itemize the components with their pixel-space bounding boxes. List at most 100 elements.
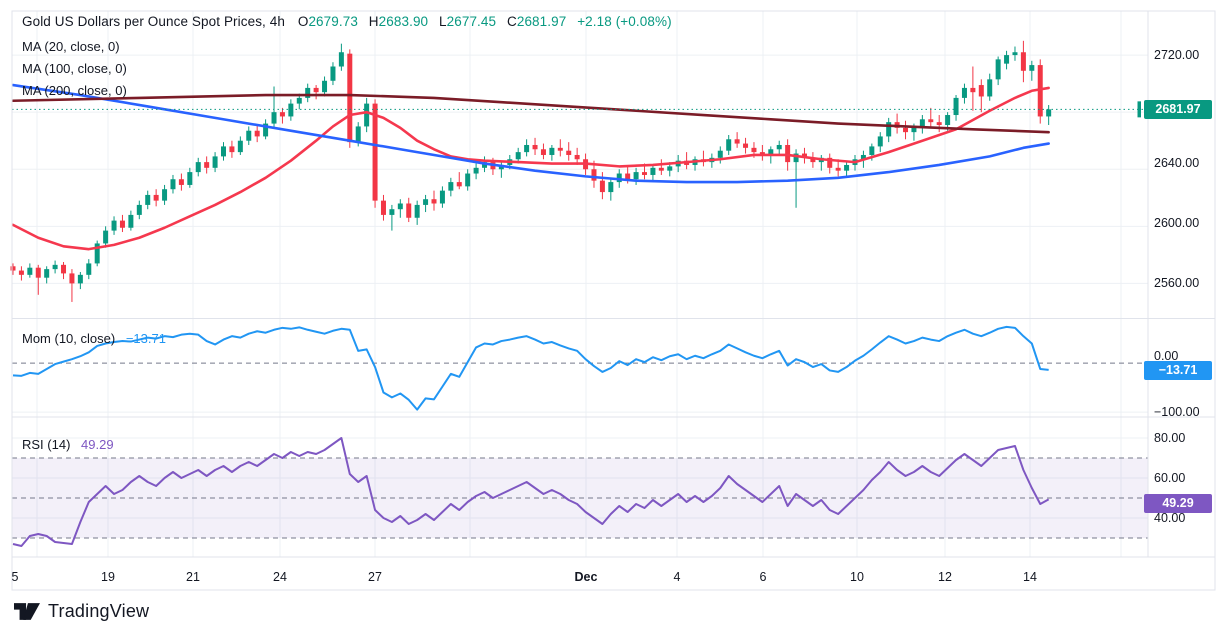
- candle-body: [423, 199, 429, 205]
- candle-body: [271, 112, 277, 124]
- time-tick: 6: [759, 570, 767, 584]
- candle-body: [961, 87, 967, 98]
- candle-body: [103, 230, 109, 244]
- ma100-legend[interactable]: MA (100, close, 0): [22, 61, 127, 76]
- candle-body: [1004, 55, 1010, 64]
- candle-body: [903, 127, 909, 133]
- candle-body: [945, 115, 951, 126]
- candle-body: [540, 149, 546, 155]
- candle-body: [827, 157, 833, 168]
- open-label: O: [297, 14, 309, 29]
- candle-body: [364, 103, 370, 127]
- candle-body: [448, 182, 454, 191]
- candle-body: [69, 273, 75, 284]
- time-tick-month: Dec: [574, 570, 598, 584]
- candle-body: [953, 97, 959, 116]
- candle-body: [608, 182, 614, 193]
- candle-body: [153, 194, 159, 201]
- tradingview-wordmark: TradingView: [48, 601, 150, 621]
- candle-body: [136, 204, 142, 215]
- momentum-badge: −13.71: [1144, 361, 1212, 380]
- candle-body: [52, 264, 58, 270]
- candle-body: [717, 150, 723, 158]
- time-tick: 27: [368, 570, 382, 584]
- time-tick: 21: [186, 570, 200, 584]
- price-tick-2720: 2720.00: [1154, 48, 1200, 62]
- candle-body: [313, 87, 319, 93]
- candle-body: [322, 80, 328, 93]
- candle-body: [793, 153, 799, 163]
- candle-body: [625, 173, 631, 180]
- candle-body: [406, 203, 412, 218]
- tradingview-logo[interactable]: TradingView: [14, 601, 149, 622]
- time-tick: 5: [11, 570, 19, 584]
- chart-frame: [11, 10, 1216, 591]
- candle-body: [77, 274, 83, 284]
- candle-body: [229, 146, 235, 153]
- candle-body: [591, 169, 597, 181]
- time-tick: 14: [1023, 570, 1037, 584]
- candle-body: [35, 267, 41, 278]
- candle-body: [482, 162, 488, 168]
- momentum-value: −13.71: [125, 331, 166, 346]
- candle-body: [919, 119, 925, 127]
- rsi-label: RSI (14): [22, 437, 71, 452]
- rsi-tick-40: 40.00: [1154, 511, 1186, 525]
- candle-body: [170, 179, 176, 190]
- candle-body: [212, 156, 218, 168]
- candle-body: [987, 79, 993, 97]
- momentum-label: Mom (10, close): [22, 331, 116, 346]
- candle-body: [380, 200, 386, 215]
- open-value: 2679.73: [308, 14, 358, 29]
- candle-body: [27, 267, 33, 275]
- candle-body: [768, 149, 774, 155]
- candle-body: [94, 243, 100, 264]
- candle-body: [465, 173, 471, 187]
- momentum-tick-0: 0.00: [1154, 349, 1179, 363]
- candle-body: [1037, 65, 1043, 117]
- rsi-tick-80: 80.00: [1154, 431, 1186, 445]
- candle-body: [869, 146, 875, 155]
- last-price-badge: 2681.97: [1144, 100, 1212, 119]
- ma200-legend[interactable]: MA (200, close, 0): [22, 83, 127, 98]
- candle-body: [111, 220, 117, 231]
- candle-body: [650, 167, 656, 175]
- candle-body: [642, 172, 647, 175]
- candle-body: [195, 162, 201, 173]
- price-tick-2640: 2640.00: [1154, 156, 1200, 170]
- time-tick: 4: [673, 570, 681, 584]
- ma20-line: [11, 86, 1050, 251]
- candle-body: [119, 220, 125, 228]
- symbol-legend[interactable]: Gold US Dollars per Ounce Spot Prices, 4…: [22, 14, 672, 29]
- candle-body: [263, 123, 269, 137]
- candle-body: [970, 87, 976, 93]
- ma20-legend[interactable]: MA (20, close, 0): [22, 39, 120, 54]
- high-label: H: [368, 14, 379, 29]
- candle-body: [557, 147, 563, 151]
- momentum-legend[interactable]: Mom (10, close) −13.71: [22, 331, 166, 346]
- candle-body: [145, 194, 151, 205]
- candle-body: [860, 154, 866, 160]
- rsi-legend[interactable]: RSI (14) 49.29: [22, 437, 114, 452]
- candle-body: [574, 154, 580, 160]
- ma200-line: [11, 93, 1050, 134]
- close-label: C: [506, 14, 517, 29]
- time-tick: 12: [938, 570, 952, 584]
- low-value: 2677.45: [446, 14, 497, 29]
- candle-body: [995, 59, 1001, 80]
- candle-body: [633, 172, 639, 180]
- candle-body: [389, 209, 395, 215]
- candle-body: [743, 143, 749, 148]
- candle-body: [18, 270, 24, 275]
- candle-body: [515, 152, 521, 160]
- candle-body: [776, 144, 782, 150]
- candle-body: [128, 214, 134, 228]
- candle-body: [785, 144, 791, 163]
- time-tick: 24: [273, 570, 287, 584]
- candle-body: [279, 112, 285, 117]
- candle-body: [431, 199, 437, 204]
- time-tick: 19: [101, 570, 115, 584]
- candle-body: [372, 103, 378, 201]
